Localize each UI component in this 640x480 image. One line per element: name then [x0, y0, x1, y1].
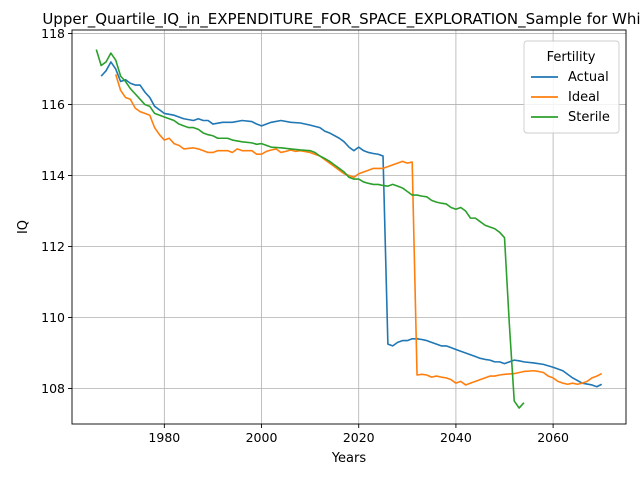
series-line-sterile — [95, 49, 525, 409]
legend-label-sterile: Sterile — [568, 110, 610, 125]
y-tick-label: 116 — [41, 97, 65, 112]
ticks: 1980 2000 2020 2040 2060 108 110 112 114 116 118 — [41, 26, 569, 445]
series-line-actual — [100, 61, 603, 388]
series-line-ideal — [114, 74, 603, 386]
legend-box — [523, 40, 620, 134]
y-tick-label: 118 — [41, 26, 65, 41]
legend-title: Fertility — [547, 50, 596, 65]
x-axis-label: Years — [331, 451, 367, 466]
y-tick-label: 112 — [41, 239, 65, 254]
x-tick-label: 1980 — [148, 430, 180, 445]
y-tick-label: 114 — [41, 168, 65, 183]
series-layer — [95, 49, 603, 409]
x-tick-label: 2060 — [537, 430, 569, 445]
legend-label-ideal: Ideal — [568, 90, 600, 105]
x-tick-label: 2040 — [440, 430, 472, 445]
plot-frame — [71, 29, 627, 425]
legend: Fertility Actual Ideal Sterile — [523, 40, 620, 134]
x-tick-label: 2000 — [246, 430, 278, 445]
legend-label-actual: Actual — [568, 70, 609, 85]
legend-entries: Actual Ideal Sterile — [531, 70, 610, 125]
x-tick-label: 2020 — [343, 430, 375, 445]
y-tick-label: 108 — [41, 381, 65, 396]
y-tick-label: 110 — [41, 310, 65, 325]
y-axis-label: IQ — [16, 220, 31, 234]
chart-title: Upper_Quartile_IQ_in_EXPENDITURE_FOR_SPA… — [42, 10, 640, 29]
